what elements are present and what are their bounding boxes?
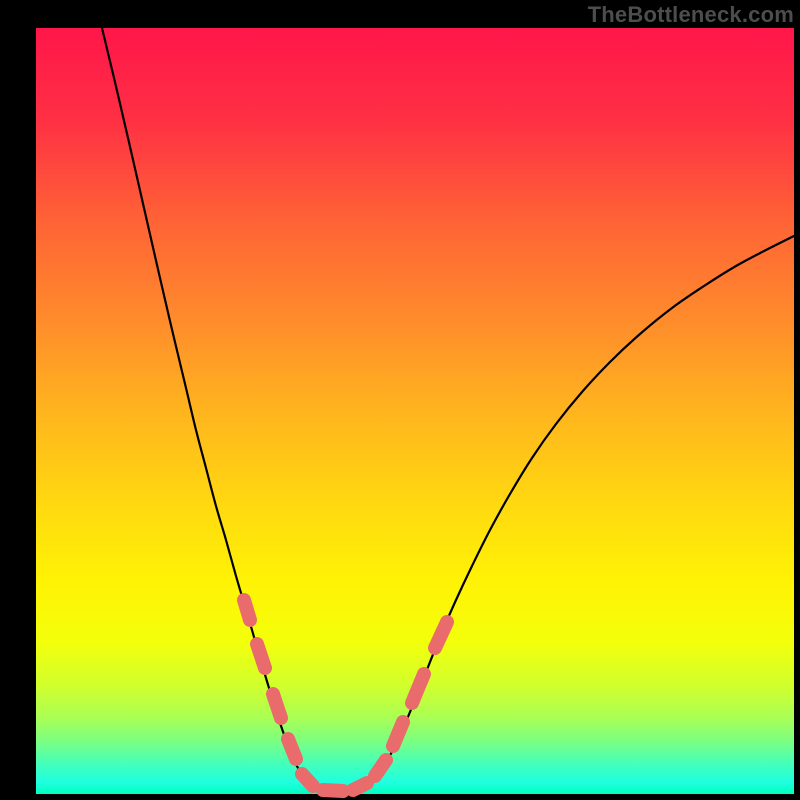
dotted-dash: [323, 790, 343, 791]
dotted-dash: [257, 644, 265, 668]
dotted-dash: [375, 760, 386, 776]
dotted-dash: [302, 774, 313, 786]
figure-root: TheBottleneck.com: [0, 0, 800, 800]
curve-left: [102, 28, 346, 791]
dotted-dash: [288, 739, 296, 759]
curve-layer: [36, 28, 794, 794]
dotted-dash: [412, 674, 424, 703]
watermark-label: TheBottleneck.com: [588, 2, 794, 28]
dotted-dash: [393, 722, 403, 746]
plot-area: [36, 28, 794, 794]
dotted-dash: [273, 694, 281, 718]
dotted-dash: [435, 622, 447, 648]
dotted-dash: [353, 783, 367, 790]
dotted-dash: [244, 600, 250, 620]
